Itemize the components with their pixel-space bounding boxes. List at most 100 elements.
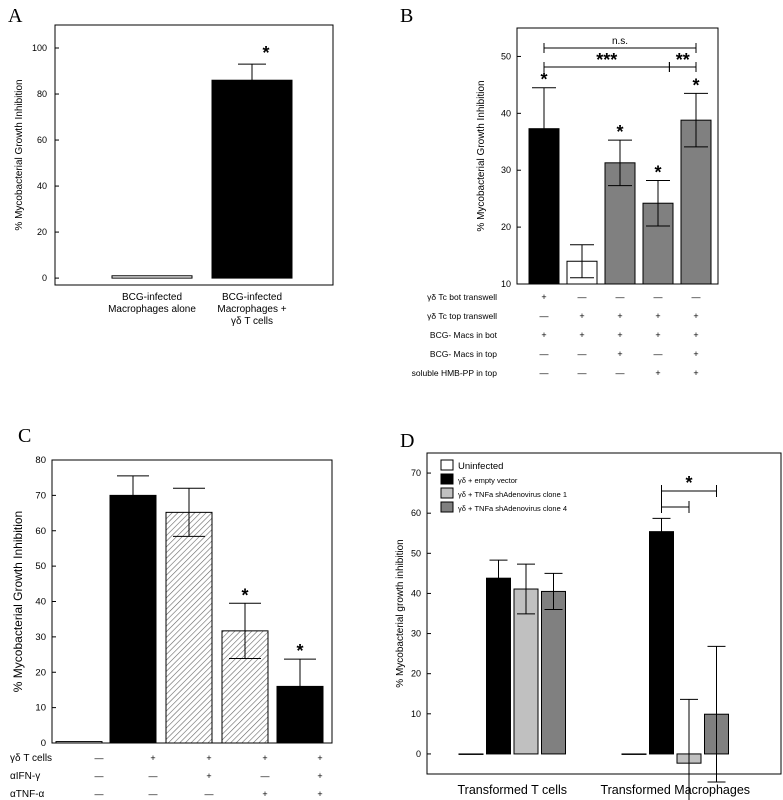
- y-tick-label: 70: [411, 468, 421, 478]
- bar: [111, 275, 193, 279]
- legend-swatch: [440, 473, 454, 485]
- condition-mark: —: [95, 771, 104, 781]
- condition-mark: +: [617, 330, 622, 340]
- y-tick-label: 10: [411, 709, 421, 719]
- panel-letter-d: D: [400, 430, 414, 452]
- y-tick-label: 20: [501, 222, 511, 232]
- y-tick-label: 30: [411, 629, 421, 639]
- y-tick-label: 0: [41, 738, 46, 749]
- condition-mark: +: [262, 753, 267, 763]
- bar: [165, 511, 213, 744]
- condition-mark: +: [579, 311, 584, 321]
- x-category-label: BCG-infected: [122, 292, 182, 303]
- bar: [486, 577, 511, 755]
- condition-row-label: BCG- Macs in top: [430, 349, 497, 359]
- significance-star: *: [241, 585, 248, 605]
- condition-mark: —: [616, 292, 625, 302]
- bar: [541, 590, 566, 755]
- panel-letter-b: B: [400, 5, 413, 27]
- y-tick-label: 10: [35, 703, 46, 714]
- bar: [109, 494, 157, 744]
- condition-row-label: soluble HMB-PP in top: [412, 368, 498, 378]
- y-tick-label: 0: [42, 273, 47, 283]
- panel-letter-a: A: [8, 5, 23, 27]
- condition-row-label: αTNF-α: [10, 789, 45, 800]
- y-tick-label: 40: [501, 108, 511, 118]
- y-tick-label: 40: [37, 181, 47, 191]
- condition-mark: —: [149, 771, 158, 781]
- condition-mark: —: [149, 789, 158, 799]
- condition-mark: —: [540, 368, 549, 378]
- bar: [458, 753, 484, 755]
- legend-swatch: [440, 501, 454, 513]
- condition-mark: —: [578, 368, 587, 378]
- condition-mark: +: [541, 292, 546, 302]
- y-tick-label: 30: [501, 165, 511, 175]
- bar: [621, 753, 647, 755]
- condition-mark: +: [541, 330, 546, 340]
- legend-label: γδ + TNFa shAdenovirus clone 4: [458, 504, 567, 513]
- condition-mark: +: [262, 789, 267, 799]
- bar: [642, 202, 674, 285]
- condition-mark: +: [617, 311, 622, 321]
- bar: [680, 119, 712, 285]
- significance-star: *: [296, 641, 303, 661]
- bar: [55, 741, 103, 744]
- y-tick-label: 10: [501, 279, 511, 289]
- condition-row-label: γδ T cells: [10, 753, 52, 764]
- condition-mark: —: [95, 789, 104, 799]
- condition-mark: +: [693, 349, 698, 359]
- y-axis-label: % Mycobacterial growth inhibition: [395, 539, 406, 687]
- y-tick-label: 30: [35, 632, 46, 643]
- y-axis-label: % Mycobacterial Growth Inhibition: [14, 79, 25, 230]
- significance-star: *: [685, 473, 692, 493]
- condition-mark: +: [206, 771, 211, 781]
- bar: [211, 79, 293, 279]
- y-tick-label: 70: [35, 490, 46, 501]
- condition-mark: +: [317, 771, 322, 781]
- legend-swatch: [440, 459, 454, 471]
- condition-mark: —: [692, 292, 701, 302]
- significance-label: ***: [596, 50, 617, 70]
- y-tick-label: 60: [37, 135, 47, 145]
- x-category-label: Macrophages alone: [108, 304, 196, 315]
- condition-mark: +: [617, 349, 622, 359]
- legend-swatch: [440, 487, 454, 499]
- y-tick-label: 20: [37, 227, 47, 237]
- condition-mark: +: [655, 311, 660, 321]
- y-tick-label: 60: [35, 526, 46, 537]
- y-axis-label: % Mycobacterial Growth Inhibition: [11, 511, 25, 692]
- significance-star: *: [692, 75, 699, 95]
- condition-mark: +: [317, 753, 322, 763]
- plot-frame: [54, 24, 334, 286]
- y-tick-label: 50: [411, 548, 421, 558]
- plot-frame: [426, 452, 782, 775]
- x-category-label: Macrophages +: [217, 304, 286, 315]
- significance-star: *: [540, 70, 547, 90]
- legend-label: Uninfected: [458, 461, 503, 472]
- legend-label: γδ + TNFa shAdenovirus clone 1: [458, 490, 567, 499]
- condition-mark: —: [540, 349, 549, 359]
- panel-b-chart: 10 20 30 40 50 % Mycobacterial Growth Inhibit…: [412, 27, 719, 378]
- condition-mark: +: [655, 330, 660, 340]
- y-tick-label: 80: [35, 455, 46, 466]
- y-tick-label: 100: [32, 43, 47, 53]
- condition-row-label: BCG- Macs in bot: [430, 330, 498, 340]
- significance-label: n.s.: [612, 36, 628, 47]
- condition-mark: —: [95, 753, 104, 763]
- panel-a-chart: 0 20 40 60 80 100 % Mycobacterial Growth Inhib…: [14, 24, 334, 327]
- condition-mark: +: [579, 330, 584, 340]
- condition-mark: —: [578, 349, 587, 359]
- y-axis-label: % Mycobacterial Growth Inhibition: [476, 80, 487, 231]
- legend-label: γδ + empty vector: [458, 476, 518, 485]
- condition-mark: +: [317, 789, 322, 799]
- panel-letter-c: C: [18, 425, 31, 447]
- x-category-label: γδ T cells: [231, 316, 273, 327]
- panel-d-chart: 0 10 20 30 40 50 60 70 % Mycobacterial growth in…: [395, 452, 782, 800]
- condition-mark: +: [693, 368, 698, 378]
- y-tick-label: 20: [411, 669, 421, 679]
- condition-mark: —: [654, 349, 663, 359]
- x-category-label: Transformed Macrophages: [600, 783, 750, 797]
- y-tick-label: 40: [411, 588, 421, 598]
